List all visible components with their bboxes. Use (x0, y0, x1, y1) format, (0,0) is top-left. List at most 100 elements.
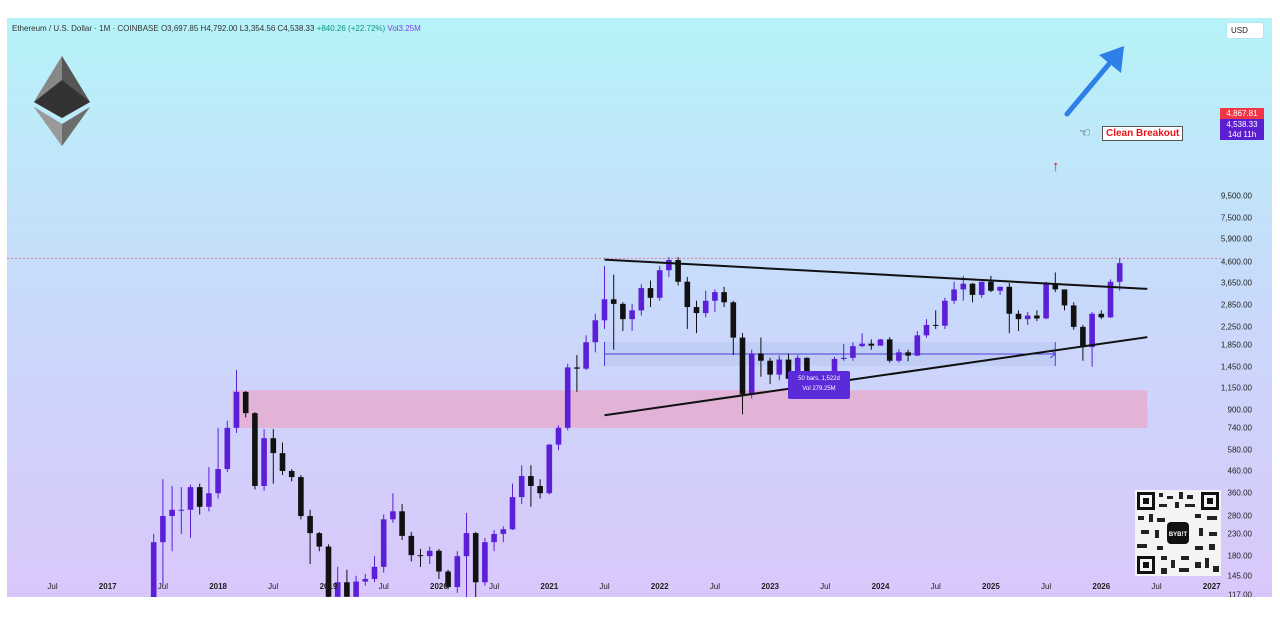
candle-body (1052, 284, 1059, 290)
candle-body (482, 542, 488, 583)
price-tick-label: 7,500.00 (1220, 213, 1252, 223)
price-tick-label: 580.00 (1227, 445, 1252, 455)
price-tick-label: 180.00 (1227, 551, 1252, 561)
candle-body (758, 353, 764, 361)
candle-body (868, 343, 875, 346)
candle-body (896, 352, 902, 361)
candle-body (1024, 315, 1031, 320)
candle-body (150, 542, 157, 597)
price-tick-label: 740.00 (1227, 423, 1252, 433)
candle-body (583, 342, 589, 369)
price-tick-label: 9,500.00 (1220, 191, 1252, 201)
time-tick-label: Jul (1151, 582, 1162, 591)
candle-body (178, 509, 185, 511)
candle-body (712, 292, 718, 301)
currency-button[interactable]: USD (1227, 23, 1263, 38)
time-tick-label: Jul (47, 582, 58, 591)
candle-body (629, 310, 635, 320)
time-tick-label: Jul (599, 582, 610, 591)
price-chart[interactable] (7, 18, 1272, 597)
candle-body (325, 546, 332, 597)
candle-body (748, 353, 755, 395)
candle-body (518, 476, 525, 498)
candle-body (564, 367, 571, 428)
candle-body (454, 556, 461, 588)
candle-body (951, 289, 957, 301)
low-value: L3,354.56 (239, 24, 276, 33)
candle-body (353, 581, 359, 597)
price-tick-label: 1,450.00 (1220, 362, 1252, 372)
time-tick-label: 2019 (319, 582, 338, 591)
price-tick-label: 1,150.00 (1220, 383, 1252, 393)
price-tick-label: 280.00 (1227, 511, 1252, 521)
candle-body (592, 320, 599, 343)
candle-body (233, 391, 240, 428)
candle-body (472, 533, 479, 583)
candle-body (546, 444, 553, 494)
candle-body (914, 335, 921, 356)
time-tick-label: 2018 (209, 582, 227, 591)
candle-body (288, 470, 295, 478)
time-tick-label: 2020 (429, 582, 448, 591)
candle-body (942, 300, 948, 326)
volume-value: Vol3.25M (387, 24, 421, 33)
time-tick-label: 2022 (650, 582, 669, 591)
svg-text:BYB!T: BYB!T (1169, 532, 1188, 538)
candle-body (537, 485, 543, 494)
candle-body (509, 497, 516, 530)
breakout-arrow-shaft (1064, 61, 1112, 117)
candle-body (215, 469, 221, 494)
measure-bars: 50 bars, 1,522d (798, 376, 840, 382)
candle-body (1098, 313, 1105, 318)
time-tick-label: 2025 (981, 582, 1000, 591)
time-tick-label: 2023 (761, 582, 779, 591)
time-tick-label: Jul (1040, 582, 1052, 591)
time-tick-label: 2017 (98, 582, 117, 591)
symbol-name: Ethereum / U.S. Dollar · 1M · COINBASE (12, 24, 159, 33)
chart-area[interactable]: Ethereum / U.S. Dollar · 1M · COINBASE O… (7, 18, 1272, 597)
candle-body (702, 300, 709, 314)
candle-body (252, 413, 258, 486)
candle-body (739, 337, 746, 395)
candle-body (362, 578, 369, 582)
candle-body (261, 438, 267, 486)
high-price-tag: 4,867.81 (1220, 108, 1264, 119)
candle-body (196, 487, 203, 507)
candle-body (426, 550, 433, 557)
candle-body (1034, 315, 1040, 319)
candle-body (344, 582, 350, 597)
candle-body (445, 571, 451, 588)
candle-body (610, 299, 617, 304)
candle-body (794, 357, 801, 379)
candle-body (859, 343, 865, 347)
candle-body (1070, 305, 1077, 327)
change-value: +840.26 (+22.72%) (316, 24, 386, 33)
candle-body (1043, 284, 1049, 319)
pointing-hand-icon: ☜ (1079, 125, 1091, 140)
candle-body (666, 260, 672, 271)
time-tick-label: 2021 (540, 582, 559, 591)
candle-body (960, 283, 967, 290)
candle-body (491, 533, 497, 543)
breakout-label: Clean Breakout (1102, 126, 1184, 141)
candle-body (408, 535, 415, 556)
candle-body (555, 427, 562, 445)
time-tick-label: Jul (268, 582, 279, 591)
candle-body (417, 555, 424, 557)
candle-body (988, 281, 994, 291)
candle-body (850, 346, 856, 358)
time-tick-label: Jul (157, 582, 169, 591)
candle-body (316, 533, 323, 547)
candle-body (500, 529, 507, 534)
candle-body (969, 283, 976, 295)
price-tick-label: 900.00 (1227, 405, 1252, 415)
candle-body (978, 281, 985, 295)
breakout-arrow-head (1099, 46, 1124, 73)
candle-body (840, 357, 847, 359)
candle-body (224, 427, 231, 470)
candle-body (877, 339, 884, 346)
candle-body (528, 476, 534, 486)
measure-volume: Vol 279.25M (802, 386, 836, 392)
candle-body (1116, 263, 1123, 282)
candle-body (776, 359, 783, 375)
